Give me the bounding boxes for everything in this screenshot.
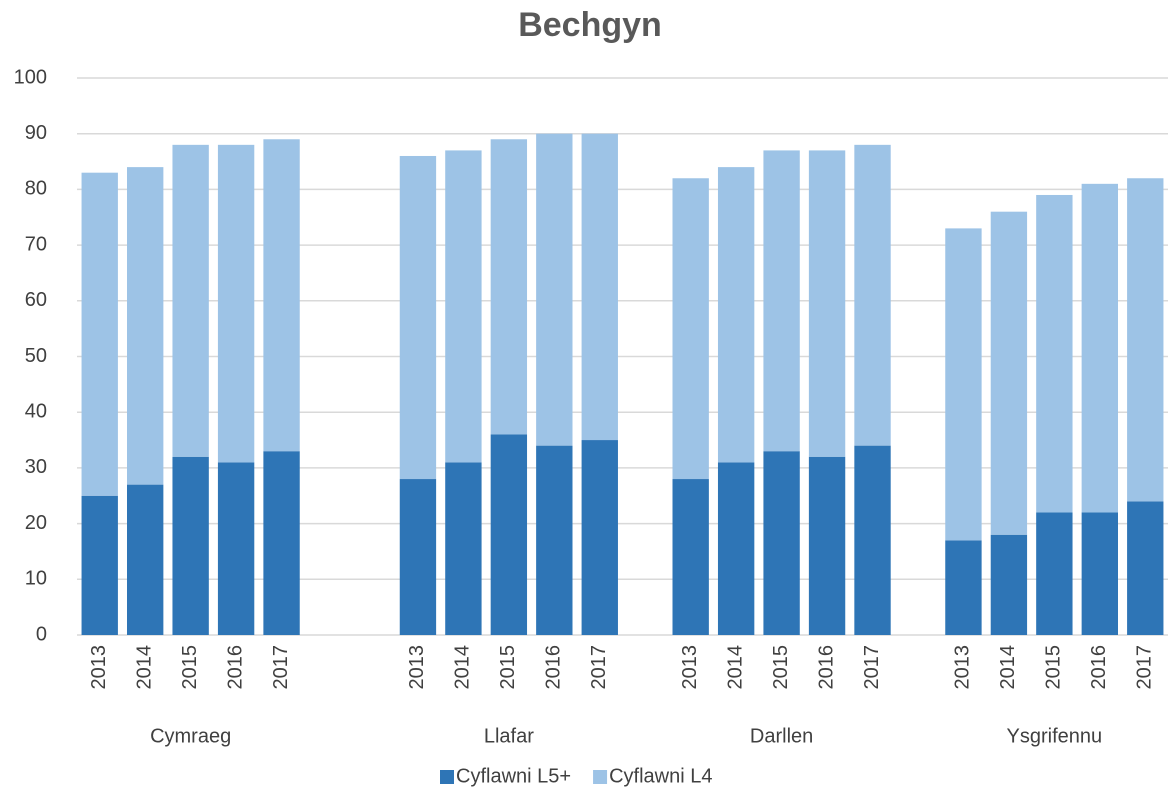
y-tick-label: 10 [25, 568, 47, 590]
x-tick-label: 2017 [588, 645, 610, 690]
bar-segment [445, 150, 482, 463]
x-tick-label: 2014 [133, 645, 155, 690]
x-tick-label: 2016 [543, 645, 565, 690]
group-label: Darllen [750, 725, 813, 747]
bar-segment [763, 150, 800, 452]
x-tick-label: 2015 [497, 645, 519, 690]
bar-segment [490, 139, 528, 435]
x-tick-label: 2017 [1134, 645, 1156, 690]
bar-segment [536, 133, 573, 446]
bar-segment [581, 133, 618, 441]
x-tick-label: 2014 [997, 645, 1019, 690]
x-tick-label: 2013 [679, 645, 701, 690]
bar-segment [217, 144, 255, 463]
legend-swatch [593, 770, 608, 784]
y-tick-label: 20 [25, 512, 47, 534]
bar-segment [854, 445, 891, 635]
y-tick-label: 30 [25, 456, 47, 478]
bar-segment [1081, 183, 1118, 513]
bar-segment [763, 451, 800, 635]
group-label: Llafar [484, 725, 534, 747]
x-tick-label: 2017 [861, 645, 883, 690]
bar-segment [536, 445, 573, 635]
y-tick-label: 100 [14, 66, 47, 88]
y-tick-label: 50 [25, 345, 47, 367]
bar-segment [81, 495, 118, 635]
bar-segment [945, 228, 982, 541]
legend-swatch [440, 770, 454, 784]
x-tick-label: 2016 [1088, 645, 1110, 690]
bar-segment [490, 434, 528, 635]
y-tick-label: 0 [36, 623, 47, 645]
bar-segment [263, 451, 300, 635]
x-tick-label: 2014 [724, 645, 746, 690]
legend-label: Cyflawni L5+ [456, 765, 571, 787]
x-tick-label: 2013 [952, 645, 974, 690]
bar-segment [717, 462, 755, 635]
bar-segment [672, 479, 709, 635]
x-tick-label: 2015 [1043, 645, 1065, 690]
bar-segment [945, 540, 982, 635]
bar-segment [672, 178, 709, 480]
bar-segment [1081, 512, 1118, 635]
bar-segment [172, 456, 209, 635]
bar-segment [808, 456, 846, 635]
bar-segment [399, 479, 437, 635]
x-tick-label: 2016 [815, 645, 837, 690]
x-tick-label: 2016 [224, 645, 246, 690]
y-tick-label: 40 [25, 400, 47, 422]
bar-segment [127, 484, 164, 635]
x-tick-label: 2017 [270, 645, 292, 690]
bar-segment [990, 534, 1028, 635]
bar-segment [581, 440, 618, 635]
bar-segment [127, 167, 164, 485]
y-tick-label: 70 [25, 233, 47, 255]
x-tick-label: 2014 [452, 645, 474, 690]
bar-segment [81, 172, 118, 496]
bar-segment [808, 150, 846, 457]
x-tick-label: 2015 [179, 645, 201, 690]
legend-label: Cyflawni L4 [609, 765, 712, 787]
y-tick-label: 90 [25, 122, 47, 144]
bar-segment [1036, 194, 1073, 513]
x-tick-label: 2013 [406, 645, 428, 690]
bar-segment [1127, 178, 1164, 502]
bar-segment [990, 211, 1028, 535]
y-tick-label: 60 [25, 289, 47, 311]
bar-segment [854, 144, 891, 446]
bar-segment [717, 167, 755, 463]
bar-segment [263, 139, 300, 452]
x-tick-label: 2013 [88, 645, 110, 690]
bar-segment [172, 144, 209, 457]
chart-title: Bechgyn [518, 6, 662, 44]
bar-segment [399, 155, 437, 480]
group-label: Ysgrifennu [1007, 725, 1103, 747]
y-tick-label: 80 [25, 178, 47, 200]
x-tick-label: 2015 [770, 645, 792, 690]
bar-segment [1036, 512, 1073, 635]
group-label: Cymraeg [150, 725, 231, 747]
bar-segment [445, 462, 482, 635]
bar-segment [1127, 501, 1164, 635]
bar-segment [217, 462, 255, 635]
